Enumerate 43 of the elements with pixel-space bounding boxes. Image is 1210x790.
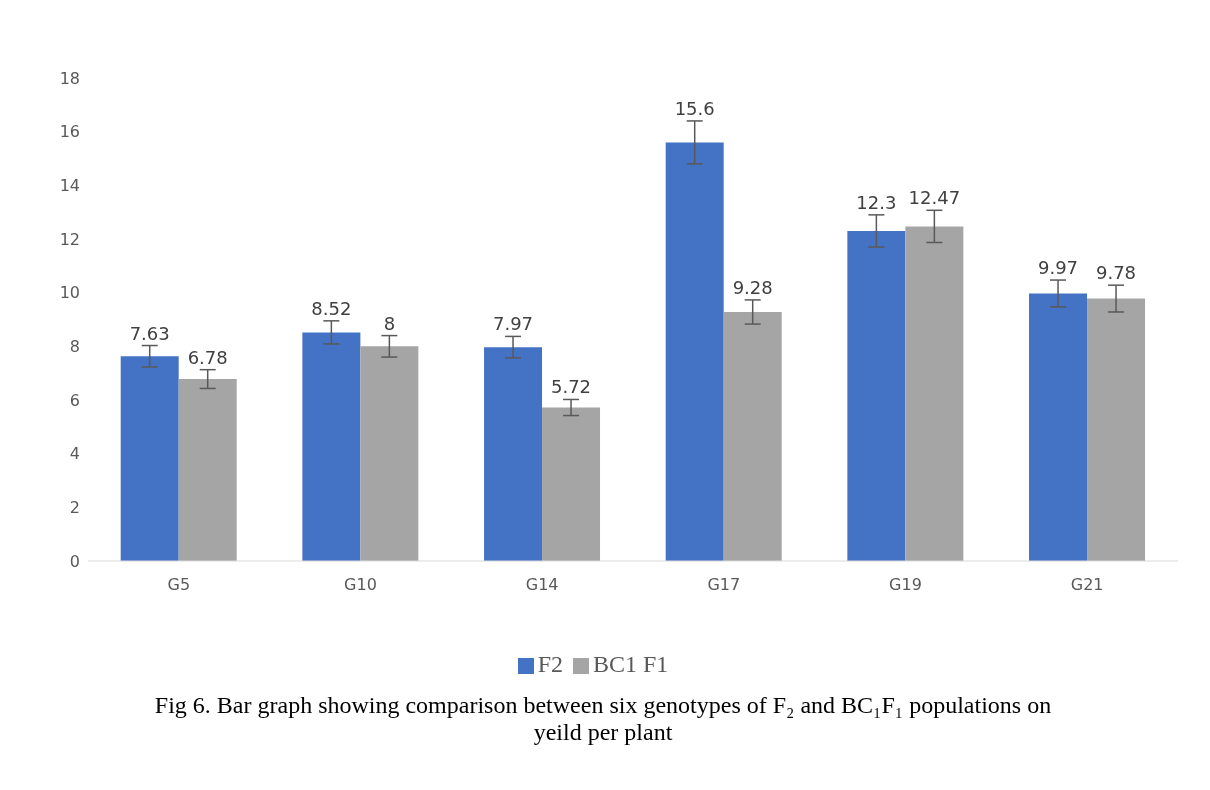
y-tick-label: 6 — [69, 390, 80, 410]
data-label: 5.72 — [550, 376, 592, 398]
data-label: 8.52 — [311, 297, 352, 319]
data-label: 8 — [383, 312, 396, 334]
bar — [905, 226, 964, 561]
bar — [665, 142, 724, 561]
legend-label: F2 — [537, 651, 563, 677]
y-tick-label: 18 — [59, 68, 80, 88]
caption: Fig 6. Bar graph showing comparison between six genotypes of F₂ and BC₁F₁ populations on yeild per plant — [153, 692, 1053, 746]
y-tick-label: 16 — [59, 122, 80, 142]
bar — [360, 346, 419, 561]
x-tick-label: G10 — [344, 575, 377, 595]
x-tick-label: G14 — [525, 575, 559, 595]
data-label: 9.78 — [1095, 262, 1137, 284]
bar — [723, 311, 782, 561]
data-label: 9.28 — [732, 276, 773, 298]
data-label: 12.3 — [856, 191, 897, 213]
x-tick-label: G19 — [889, 575, 922, 595]
data-label: 7.63 — [129, 322, 170, 344]
bar — [542, 407, 601, 561]
legend-label: BC1 F1 — [592, 651, 669, 677]
y-tick-label: 14 — [59, 176, 80, 196]
y-tick-label: 8 — [69, 337, 80, 357]
y-tick-label: 10 — [59, 283, 80, 303]
x-tick-label: G5 — [167, 575, 191, 595]
y-tick-label: 0 — [69, 551, 80, 571]
bar — [847, 230, 906, 561]
bar — [484, 347, 543, 561]
bar — [302, 332, 361, 561]
bar — [1029, 293, 1088, 561]
data-label: 12.47 — [908, 187, 961, 209]
data-label: 9.97 — [1037, 257, 1079, 279]
y-tick-label: 12 — [59, 229, 80, 249]
x-tick-label: G17 — [707, 575, 741, 595]
bar — [1087, 298, 1146, 561]
data-label: 15.6 — [674, 97, 715, 119]
x-tick-label: G21 — [1070, 575, 1104, 595]
bar — [178, 379, 237, 561]
bar — [120, 356, 179, 561]
y-tick-label: 4 — [69, 444, 80, 464]
y-tick-label: 2 — [69, 498, 80, 518]
data-label: 6.78 — [187, 346, 228, 368]
data-label: 7.97 — [492, 313, 534, 335]
